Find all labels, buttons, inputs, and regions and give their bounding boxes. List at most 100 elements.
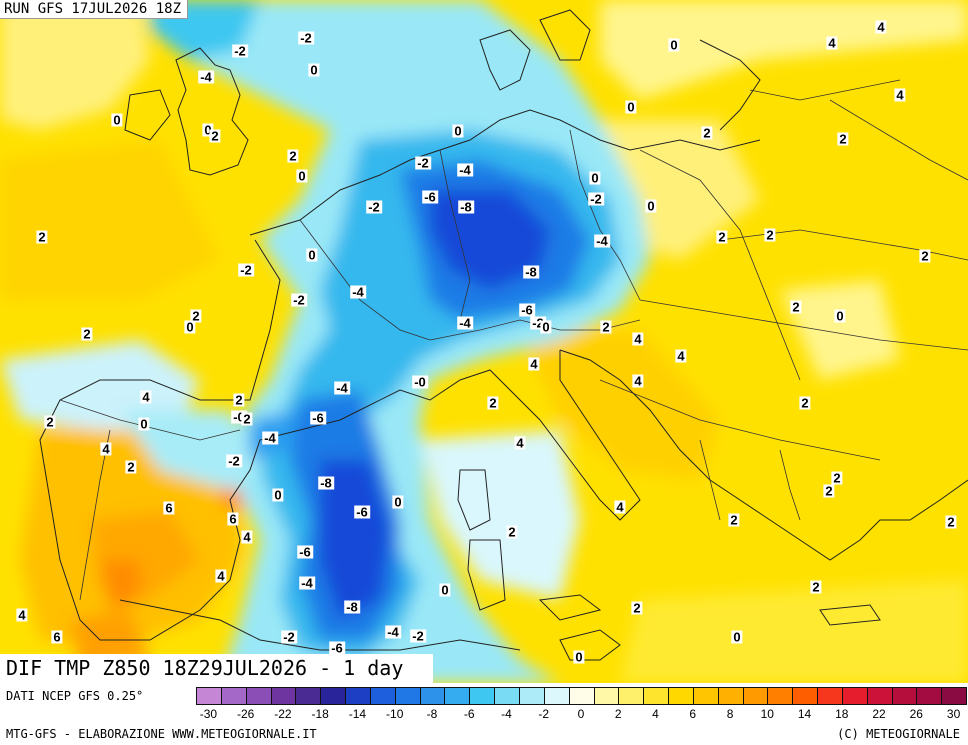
contour-label: 0 bbox=[645, 198, 657, 214]
contour-label: 2 bbox=[241, 411, 253, 427]
scale-tick-label: 0 bbox=[577, 707, 585, 721]
contour-label: 2 bbox=[600, 319, 612, 335]
contour-label: 0 bbox=[668, 37, 680, 53]
scale-tick-label: -6 bbox=[463, 707, 475, 721]
contour-label: -4 bbox=[594, 233, 610, 249]
contour-label: -4 bbox=[299, 575, 315, 591]
scale-swatch bbox=[941, 687, 968, 705]
contour-label: 4 bbox=[16, 607, 28, 623]
contour-label: -4 bbox=[198, 69, 214, 85]
scale-swatch bbox=[668, 687, 694, 705]
contour-label: 0 bbox=[272, 487, 284, 503]
contour-label: -8 bbox=[523, 264, 539, 280]
scale-swatch bbox=[196, 687, 222, 705]
scale-tick-label: 14 bbox=[797, 707, 812, 721]
contour-label: 2 bbox=[810, 579, 822, 595]
contour-label: 2 bbox=[487, 395, 499, 411]
contour-label: 0 bbox=[184, 319, 196, 335]
contour-label: -6 bbox=[519, 302, 535, 318]
scale-tick-label: -14 bbox=[348, 707, 367, 721]
contour-label: 0 bbox=[111, 112, 123, 128]
contour-label: 0 bbox=[589, 170, 601, 186]
scale-tick-label: -30 bbox=[199, 707, 218, 721]
scale-swatch bbox=[792, 687, 819, 705]
scale-swatch bbox=[618, 687, 645, 705]
contour-label: 2 bbox=[125, 459, 137, 475]
coastlines bbox=[39, 9, 968, 661]
contour-label: 4 bbox=[875, 19, 887, 35]
data-source-text: DATI NCEP GFS 0.25° bbox=[6, 689, 144, 703]
contour-label: 4 bbox=[675, 348, 687, 364]
scale-swatch bbox=[692, 687, 719, 705]
contour-label: -8 bbox=[344, 599, 360, 615]
contour-label: 4 bbox=[140, 389, 152, 405]
contour-label: 2 bbox=[36, 229, 48, 245]
scale-swatch bbox=[742, 687, 769, 705]
scale-tick-label: 8 bbox=[726, 707, 734, 721]
scale-tick-label: 26 bbox=[909, 707, 923, 721]
contour-label: 2 bbox=[823, 483, 835, 499]
contour-label: -6 bbox=[354, 504, 370, 520]
scale-swatch bbox=[568, 687, 595, 705]
scale-tick-label: -8 bbox=[426, 707, 438, 721]
contour-label: 0 bbox=[202, 122, 214, 138]
contour-label: 6 bbox=[227, 511, 239, 527]
contour-label: 2 bbox=[764, 227, 776, 243]
contour-label: 4 bbox=[215, 568, 227, 584]
scale-tick-label: 30 bbox=[946, 707, 961, 721]
scale-swatch bbox=[419, 687, 446, 705]
scale-swatch bbox=[394, 687, 421, 705]
contour-label: -0 bbox=[412, 374, 428, 390]
contour-label: -2 bbox=[232, 43, 248, 59]
contour-label: 0 bbox=[439, 582, 451, 598]
scale-swatch bbox=[245, 687, 272, 705]
copyright-text: (C) METEOGIORNALE bbox=[837, 727, 960, 741]
scale-swatch bbox=[817, 687, 843, 705]
scale-swatch bbox=[593, 687, 620, 705]
scale-tick-label: 2 bbox=[614, 707, 622, 721]
scale-swatch bbox=[518, 687, 545, 705]
contour-label: 0 bbox=[573, 649, 585, 665]
anomaly-field bbox=[0, 0, 968, 683]
contour-label: -2 bbox=[298, 30, 314, 46]
scale-swatch bbox=[767, 687, 794, 705]
contour-label: -2 bbox=[281, 629, 297, 645]
scale-swatch bbox=[444, 687, 471, 705]
contour-label: -4 bbox=[262, 430, 278, 446]
contour-label: 2 bbox=[44, 414, 56, 430]
contour-label: 2 bbox=[945, 514, 957, 530]
contour-label: 0 bbox=[540, 319, 552, 335]
contour-label: 4 bbox=[632, 331, 644, 347]
scale-tick-label: -26 bbox=[237, 707, 255, 721]
contour-label: 0 bbox=[306, 247, 318, 263]
contour-label: 2 bbox=[919, 248, 931, 264]
scale-swatch bbox=[369, 687, 396, 705]
contour-label: -4 bbox=[457, 315, 473, 331]
color-scale-bar bbox=[196, 687, 968, 705]
contour-label: 0 bbox=[138, 416, 150, 432]
contour-label: -4 bbox=[385, 624, 401, 640]
scale-tick-label: -2 bbox=[538, 707, 550, 721]
contour-label: -2 bbox=[415, 155, 431, 171]
contour-label: -6 bbox=[422, 189, 438, 205]
contour-label: 0 bbox=[308, 62, 320, 78]
scale-tick-label: 22 bbox=[872, 707, 886, 721]
contour-label: -4 bbox=[334, 380, 350, 396]
contour-label: 2 bbox=[287, 148, 299, 164]
contour-label: 2 bbox=[233, 392, 245, 408]
map-canvas bbox=[0, 0, 968, 683]
contour-label: 0 bbox=[834, 308, 846, 324]
scale-swatch bbox=[320, 687, 347, 705]
scale-tick-label: -18 bbox=[311, 707, 329, 721]
contour-label: 4 bbox=[894, 87, 906, 103]
scale-swatch bbox=[543, 687, 570, 705]
scale-swatch bbox=[220, 687, 247, 705]
contour-label: 0 bbox=[625, 99, 637, 115]
contour-label: 2 bbox=[728, 512, 740, 528]
contour-label: -2 bbox=[588, 191, 604, 207]
contour-label: 2 bbox=[701, 125, 713, 141]
contour-label: -2 bbox=[291, 292, 307, 308]
contour-label: 4 bbox=[100, 441, 112, 457]
scale-swatch bbox=[469, 687, 496, 705]
contour-label: 4 bbox=[826, 35, 838, 51]
